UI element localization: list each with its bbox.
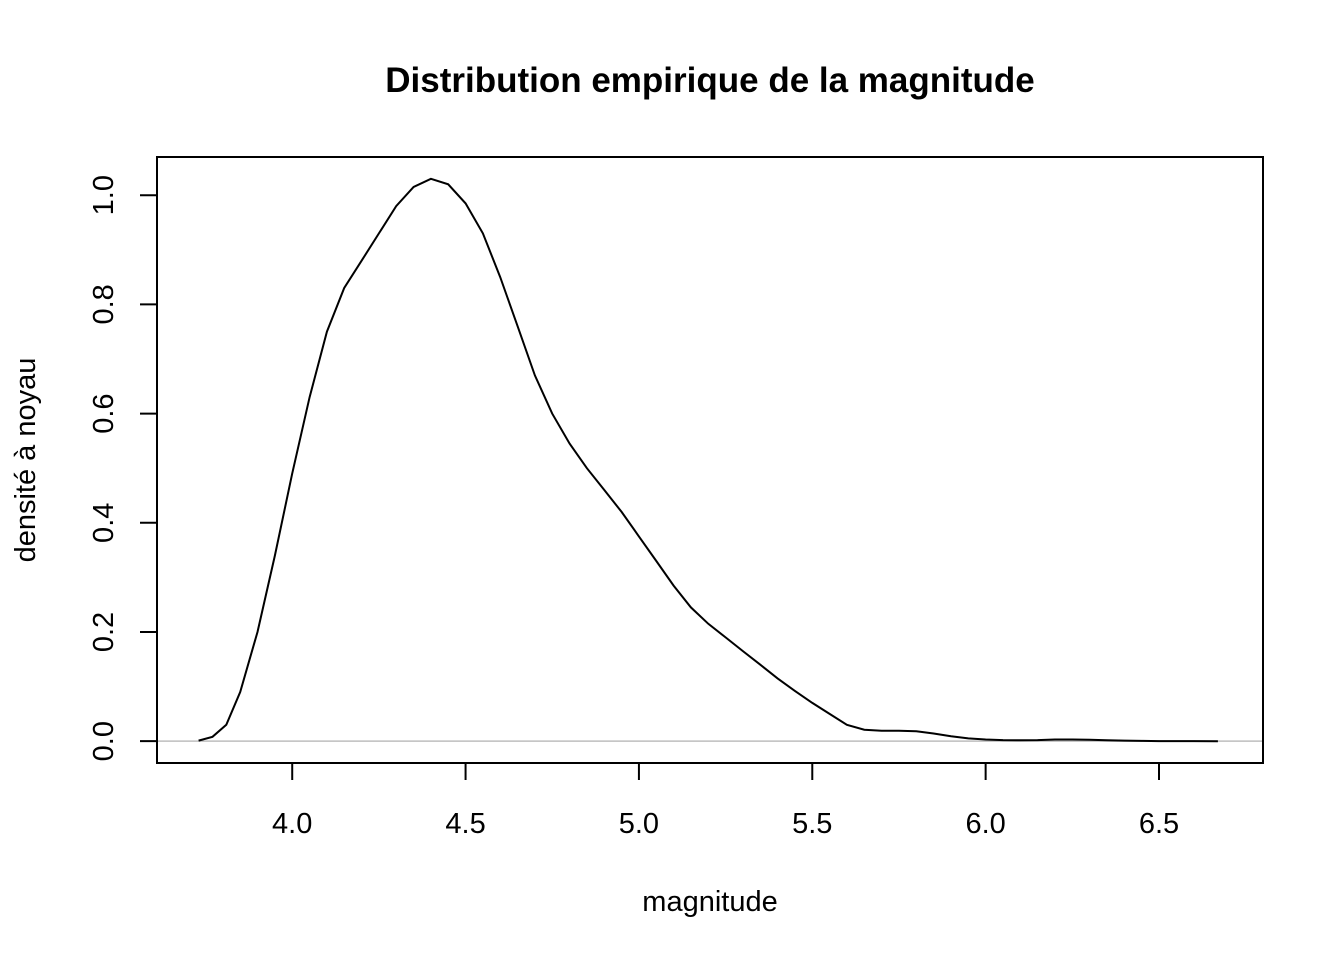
chart-title: Distribution empirique de la magnitude [385,61,1035,100]
y-tick-label: 1.0 [88,175,120,215]
x-tick-label: 6.0 [965,808,1005,840]
plot-frame [156,156,1264,764]
x-axis: 4.0 4.5 5.0 5.5 6.0 6.5 [272,762,1179,840]
x-tick-label: 6.5 [1139,808,1179,840]
y-tick-label: 0.6 [88,393,120,433]
x-tick-label: 5.5 [792,808,832,840]
y-tick-label: 0.8 [88,284,120,324]
x-axis-label: magnitude [642,886,777,918]
y-axis-label: densité à noyau [10,358,42,563]
x-tick-label: 5.0 [619,808,659,840]
density-curve [198,177,1218,743]
y-axis: 0.0 0.2 0.4 0.6 0.8 1.0 [88,175,158,761]
x-tick-label: 4.0 [272,808,312,840]
y-tick-label: 0.4 [88,503,120,543]
y-tick-label: 0.2 [88,612,120,652]
x-tick-label: 4.5 [445,808,485,840]
y-tick-label: 0.0 [88,721,120,761]
